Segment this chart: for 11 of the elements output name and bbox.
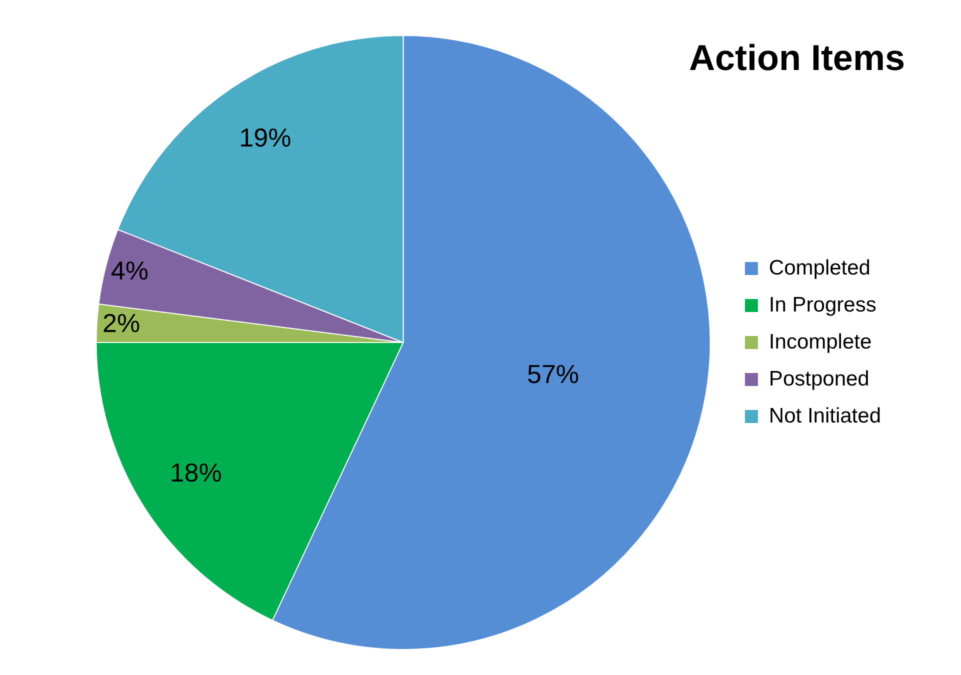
- chart-title: Action Items: [688, 36, 905, 78]
- data-label: 2%: [102, 308, 140, 338]
- data-label: 4%: [110, 255, 148, 286]
- data-label: 57%: [526, 359, 580, 390]
- data-label: 19%: [239, 122, 292, 153]
- legend-label: Not Initiated: [768, 404, 882, 428]
- legend-label: Postponed: [768, 367, 870, 390]
- data-label: 18%: [170, 457, 222, 488]
- legend-label: Completed: [768, 256, 870, 280]
- legend-label: In Progress: [768, 293, 876, 316]
- legend-label: Incomplete: [768, 330, 872, 354]
